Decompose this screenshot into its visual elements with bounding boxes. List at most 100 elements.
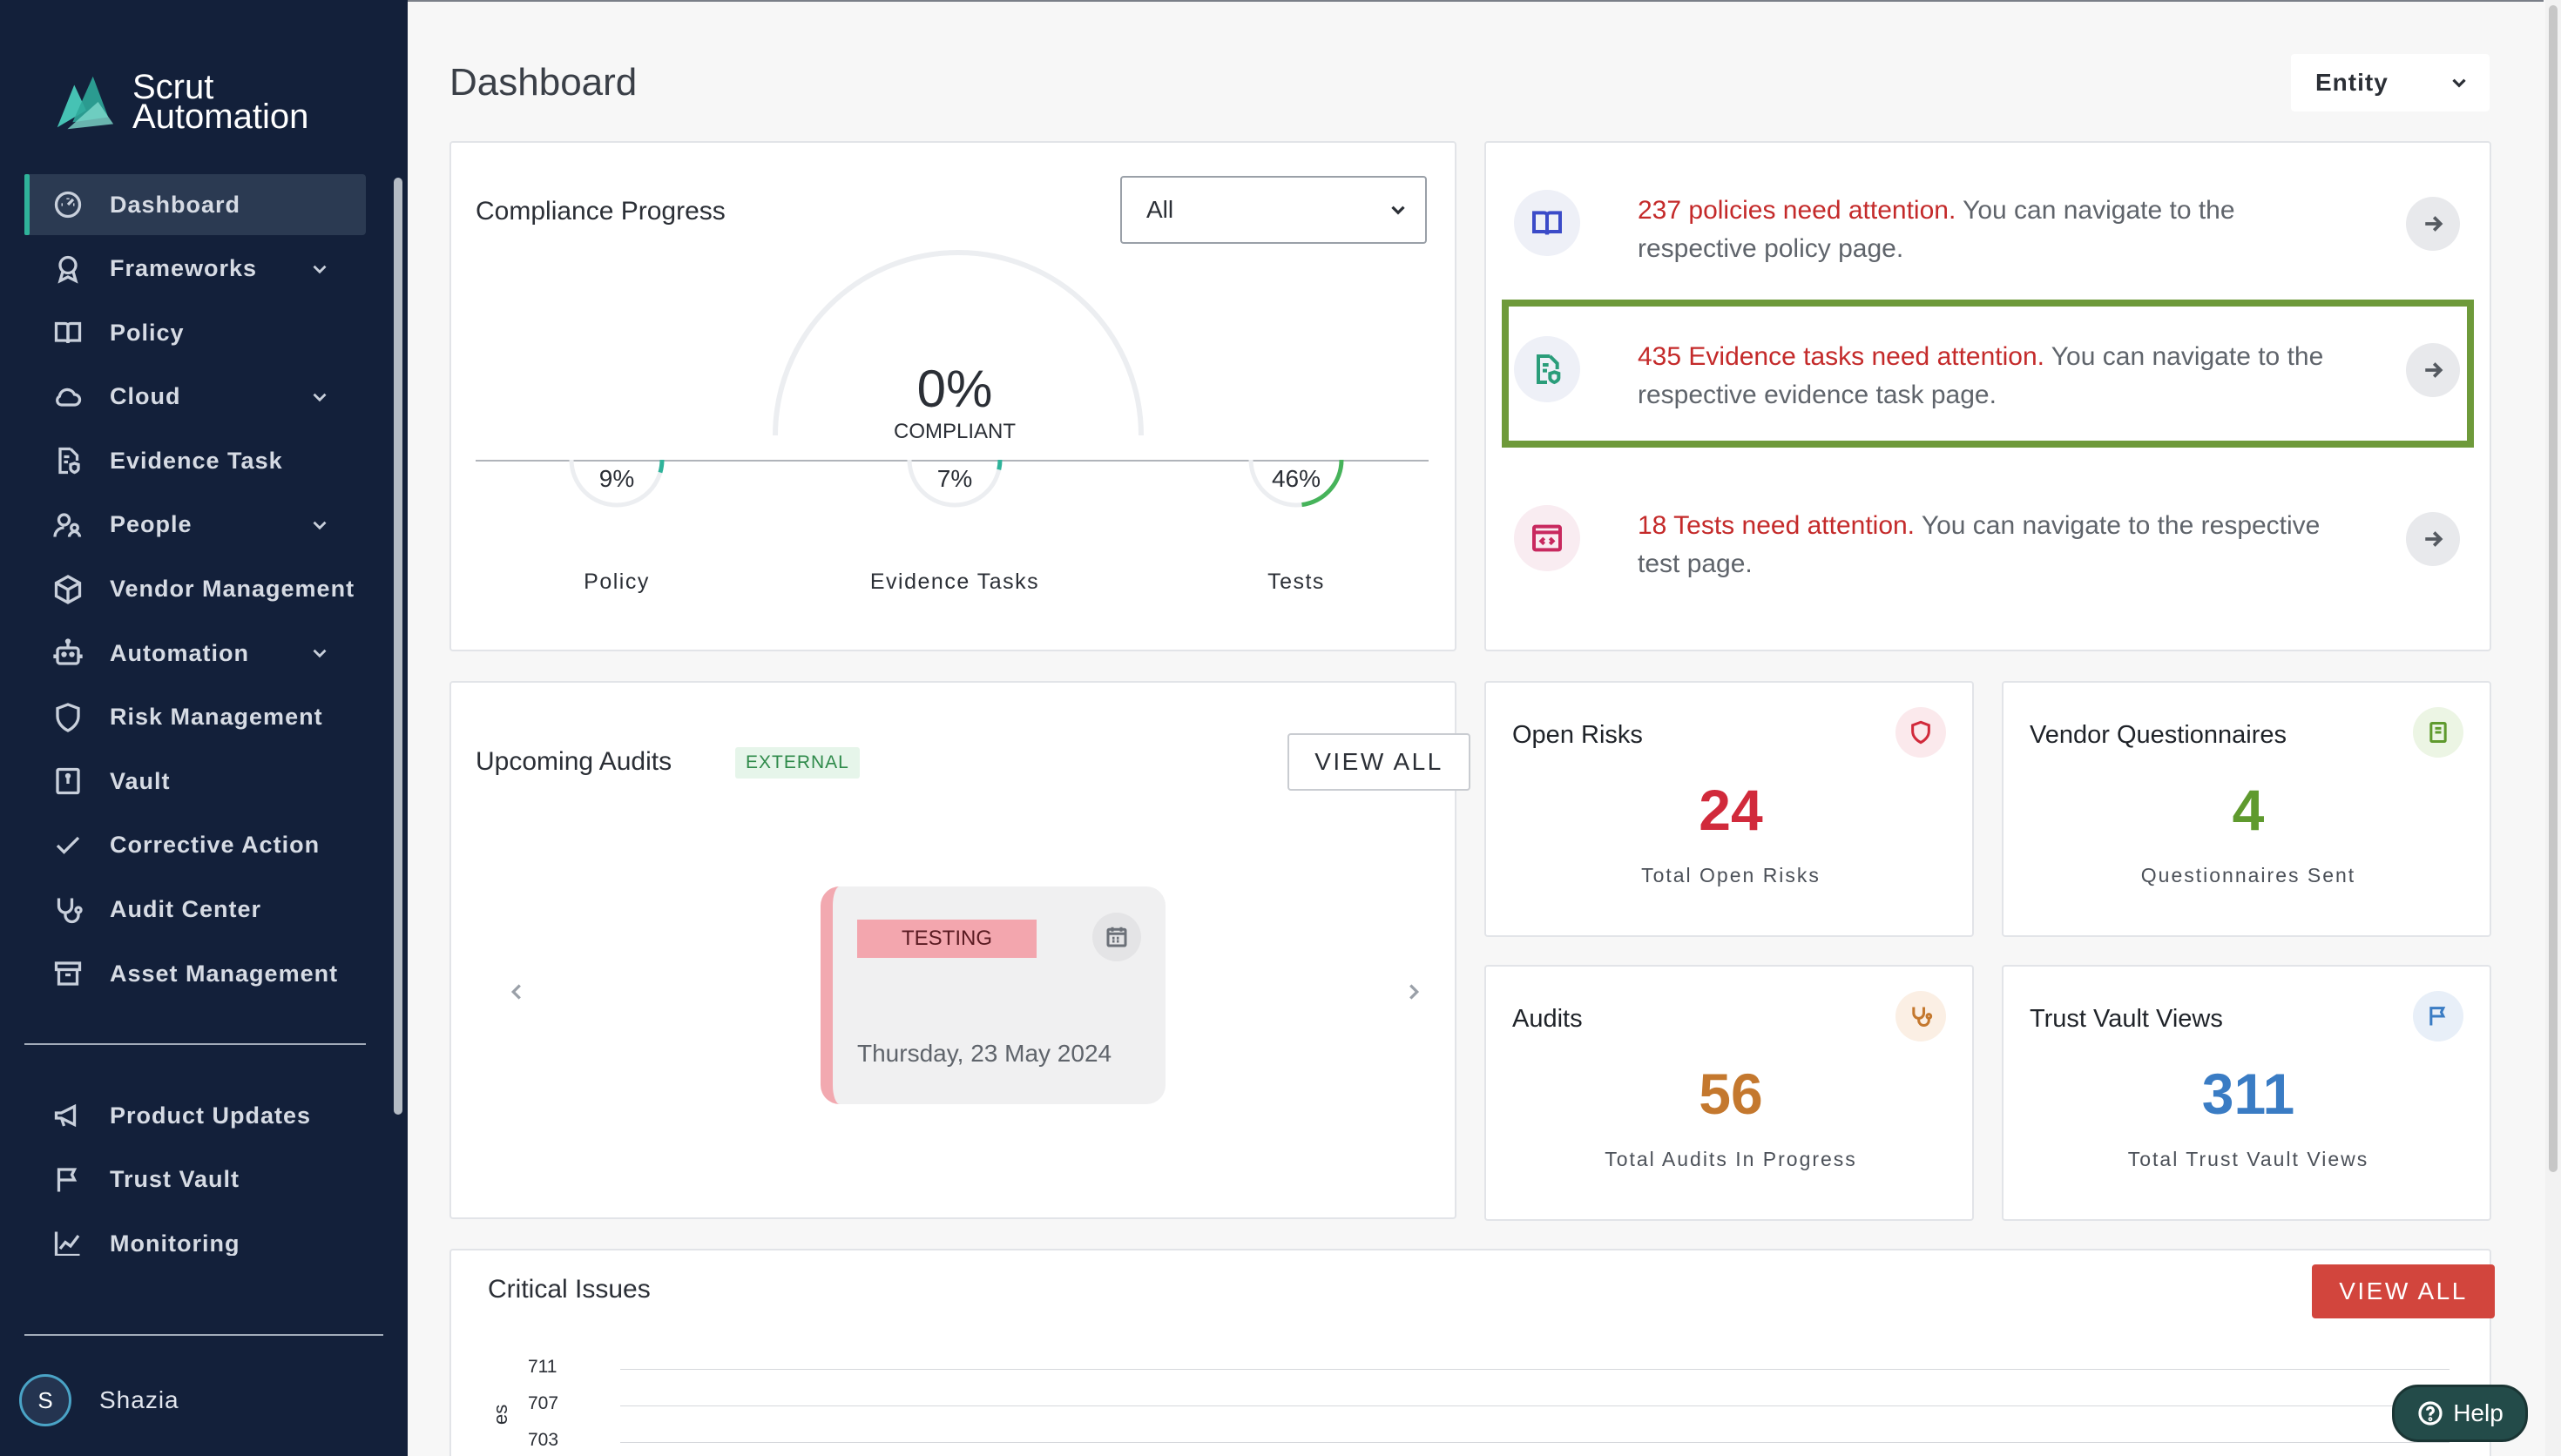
avatar: S: [19, 1374, 71, 1426]
sidebar-nav: Dashboard Frameworks Policy Cloud Eviden…: [24, 174, 366, 1008]
sidebar-item-audit-center[interactable]: Audit Center: [24, 880, 366, 940]
audit-card[interactable]: TESTING Thursday, 23 May 2024: [821, 886, 1166, 1104]
chevron-left-icon[interactable]: [503, 979, 530, 1005]
entity-select[interactable]: Entity: [2291, 54, 2490, 111]
shield-icon: [1895, 707, 1946, 758]
sidebar-item-label: Monitoring: [110, 1230, 240, 1256]
sidebar-item-product-updates[interactable]: Product Updates: [24, 1085, 366, 1146]
sidebar-item-vendor-management[interactable]: Vendor Management: [24, 559, 366, 620]
sidebar-item-label: Vendor Management: [110, 576, 355, 603]
award-icon: [51, 252, 85, 286]
user-profile[interactable]: S Shazia: [19, 1374, 179, 1426]
sidebar-item-label: Policy: [110, 319, 185, 346]
attention-text: 18 Tests need attention. You can navigat…: [1638, 507, 2352, 583]
chevron-down-icon[interactable]: [308, 514, 331, 536]
compliance-divider: [476, 460, 1429, 462]
attention-rest: You can navigate to the respective test …: [1638, 511, 2321, 578]
chevron-down-icon[interactable]: [308, 258, 331, 280]
sidebar-item-label: Product Updates: [110, 1102, 312, 1129]
shield-icon: [51, 700, 85, 735]
arrow-right-icon[interactable]: [2406, 343, 2460, 397]
compliance-filter-value: All: [1146, 196, 1174, 223]
document-icon: [2413, 707, 2463, 758]
external-badge: EXTERNAL: [735, 747, 860, 779]
file-shield-icon: [51, 443, 85, 478]
page-title: Dashboard: [449, 61, 638, 104]
stat-label: Total Audits In Progress: [1605, 1148, 1857, 1170]
sidebar-item-policy[interactable]: Policy: [24, 302, 366, 363]
stat-title: Audits: [1512, 1005, 1583, 1033]
flag-icon: [51, 1163, 85, 1197]
sidebar-item-automation[interactable]: Automation: [24, 623, 366, 684]
policy-progress-arc: [569, 459, 665, 508]
sidebar-item-dashboard[interactable]: Dashboard: [24, 174, 366, 235]
audits-card[interactable]: Audits 56 Total Audits In Progress: [1484, 965, 1974, 1221]
stat-label: Total Open Risks: [1641, 864, 1821, 886]
sidebar-item-cloud[interactable]: Cloud: [24, 367, 366, 428]
page-scrollbar[interactable]: [2545, 0, 2561, 1456]
stethoscope-icon: [1895, 991, 1946, 1041]
sidebar-item-people[interactable]: People: [24, 495, 366, 556]
upcoming-audits-title: Upcoming Audits: [476, 747, 672, 776]
cloud-icon: [51, 380, 85, 415]
stethoscope-icon: [51, 893, 85, 927]
sidebar-item-vault[interactable]: Vault: [24, 751, 366, 812]
chevron-down-icon[interactable]: [308, 642, 331, 664]
attention-row-policies[interactable]: 237 policies need attention. You can nav…: [1502, 153, 2474, 301]
chevron-down-icon[interactable]: [308, 386, 331, 408]
attention-rest: You can navigate to the respective polic…: [1638, 196, 2235, 263]
stat-title: Vendor Questionnaires: [2030, 721, 2287, 749]
sidebar-item-trust-vault[interactable]: Trust Vault: [24, 1149, 366, 1210]
sidebar-item-label: Evidence Task: [110, 447, 283, 474]
trust-vault-views-card[interactable]: Trust Vault Views 311 Total Trust Vault …: [2002, 965, 2491, 1221]
compliance-item-evidence-tasks: 7% Evidence Tasks: [807, 458, 1103, 650]
robot-icon: [51, 636, 85, 671]
stat-label: Total Trust Vault Views: [2127, 1148, 2369, 1170]
help-button[interactable]: Help: [2392, 1385, 2528, 1442]
sidebar-item-frameworks[interactable]: Frameworks: [24, 239, 366, 300]
vault-icon: [51, 764, 85, 799]
chart-line-icon: [51, 1226, 85, 1256]
sidebar-item-corrective-action[interactable]: Corrective Action: [24, 815, 366, 876]
stat-title: Trust Vault Views: [2030, 1005, 2223, 1033]
critical-issues-card: Critical Issues VIEW ALL 711 707 703 es: [449, 1249, 2495, 1456]
chevron-right-icon[interactable]: [1401, 979, 1427, 1005]
sidebar-item-asset-management[interactable]: Asset Management: [24, 943, 366, 1004]
grid-line: [620, 1442, 2450, 1443]
attention-row-tests[interactable]: 18 Tests need attention. You can navigat…: [1502, 468, 2474, 617]
sidebar-scrollbar[interactable]: [394, 178, 402, 1115]
audits-view-all-button[interactable]: VIEW ALL: [1287, 733, 1470, 791]
compliance-item-tests: 46% Tests: [1148, 458, 1444, 650]
compliance-item-label: Evidence Tasks: [869, 570, 1040, 594]
sidebar-item-label: Risk Management: [110, 704, 323, 731]
arrow-right-icon[interactable]: [2406, 512, 2460, 566]
attention-rest: You can navigate to the respective evide…: [1638, 342, 2324, 409]
attention-row-evidence-tasks[interactable]: 435 Evidence tasks need attention. You c…: [1502, 300, 2474, 448]
logo[interactable]: Scrut Automation: [49, 68, 308, 136]
critical-issues-title: Critical Issues: [488, 1275, 651, 1304]
y-axis-label: es: [490, 1404, 511, 1425]
sidebar-item-label: Corrective Action: [110, 832, 321, 859]
compliance-filter-select[interactable]: All: [1120, 176, 1427, 244]
calendar-icon[interactable]: [1092, 913, 1141, 961]
open-risks-card[interactable]: Open Risks 24 Total Open Risks: [1484, 681, 1974, 937]
critical-view-all-button[interactable]: VIEW ALL: [2312, 1264, 2495, 1318]
sidebar-item-evidence-task[interactable]: Evidence Task: [24, 430, 366, 491]
vendor-questionnaires-card[interactable]: Vendor Questionnaires 4 Questionnaires S…: [2002, 681, 2491, 937]
compliance-item-policy: 9% Policy: [469, 458, 765, 650]
grid-line: [620, 1369, 2450, 1370]
book-open-icon: [1514, 190, 1580, 256]
compliance-item-pct: 46%: [1271, 465, 1321, 492]
compliance-gauge: [773, 250, 1144, 435]
book-icon: [51, 315, 85, 350]
sidebar-secondary-nav: Product Updates Trust Vault Monitoring: [24, 1085, 366, 1256]
attention-text: 237 policies need attention. You can nav…: [1638, 192, 2352, 268]
help-icon: [2418, 1401, 2443, 1426]
sidebar-item-risk-management[interactable]: Risk Management: [24, 687, 366, 748]
compliance-item-label: Tests: [1267, 570, 1325, 594]
stat-value: 24: [1699, 778, 1763, 842]
arrow-right-icon[interactable]: [2406, 197, 2460, 251]
sidebar-item-monitoring[interactable]: Monitoring: [24, 1213, 366, 1256]
page-scrollbar-thumb[interactable]: [2549, 5, 2558, 1172]
compliance-item-pct: 9%: [598, 465, 635, 492]
